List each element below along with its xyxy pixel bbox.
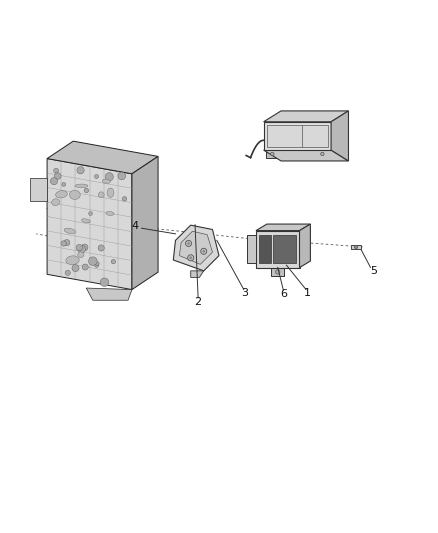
Circle shape [88, 257, 97, 265]
Polygon shape [30, 179, 47, 201]
Polygon shape [86, 288, 132, 300]
Circle shape [72, 264, 79, 272]
Circle shape [76, 245, 82, 251]
Circle shape [187, 242, 190, 245]
Circle shape [82, 264, 88, 270]
Circle shape [50, 177, 58, 185]
Text: 2: 2 [194, 297, 201, 307]
Polygon shape [173, 225, 219, 271]
Circle shape [354, 245, 358, 249]
Polygon shape [316, 150, 329, 158]
Ellipse shape [56, 191, 67, 198]
Circle shape [61, 241, 66, 246]
Polygon shape [264, 111, 349, 122]
Circle shape [95, 262, 99, 265]
Circle shape [65, 270, 70, 276]
Ellipse shape [64, 228, 76, 233]
Circle shape [276, 270, 280, 274]
Circle shape [84, 188, 88, 193]
Polygon shape [47, 158, 132, 289]
Polygon shape [180, 231, 212, 264]
Circle shape [98, 245, 104, 251]
Polygon shape [300, 224, 311, 268]
Circle shape [78, 245, 85, 253]
Ellipse shape [70, 190, 80, 199]
Polygon shape [351, 245, 361, 249]
Ellipse shape [98, 192, 104, 198]
Polygon shape [47, 141, 158, 174]
Circle shape [122, 197, 127, 201]
Circle shape [81, 244, 88, 251]
Ellipse shape [102, 179, 110, 183]
Circle shape [118, 172, 126, 180]
Circle shape [271, 152, 274, 156]
Circle shape [95, 263, 99, 268]
Circle shape [88, 212, 92, 215]
FancyBboxPatch shape [267, 125, 328, 147]
Ellipse shape [81, 219, 90, 223]
Circle shape [189, 256, 192, 259]
Text: 5: 5 [370, 266, 377, 276]
Polygon shape [259, 235, 271, 263]
Circle shape [64, 239, 70, 246]
Ellipse shape [52, 199, 60, 206]
Polygon shape [266, 150, 279, 158]
Circle shape [201, 248, 207, 254]
Circle shape [187, 255, 194, 261]
Ellipse shape [106, 212, 114, 215]
Polygon shape [191, 271, 204, 277]
Circle shape [321, 152, 324, 156]
Circle shape [105, 173, 113, 181]
Circle shape [54, 173, 61, 179]
Ellipse shape [107, 188, 114, 197]
Polygon shape [264, 150, 349, 161]
Circle shape [62, 182, 66, 187]
Circle shape [54, 168, 59, 173]
Text: 3: 3 [242, 288, 249, 298]
Circle shape [111, 260, 116, 264]
Polygon shape [331, 111, 349, 161]
Ellipse shape [66, 256, 79, 264]
Text: 6: 6 [280, 289, 287, 300]
Polygon shape [273, 235, 296, 263]
Circle shape [77, 167, 84, 174]
Circle shape [202, 250, 205, 253]
Text: 1: 1 [304, 288, 311, 298]
Polygon shape [271, 268, 284, 276]
Circle shape [185, 240, 191, 246]
Polygon shape [256, 224, 311, 231]
Circle shape [100, 278, 109, 287]
Polygon shape [247, 235, 256, 263]
Ellipse shape [75, 184, 88, 188]
Polygon shape [264, 122, 331, 150]
Ellipse shape [78, 252, 84, 257]
Polygon shape [256, 231, 300, 268]
Text: 4: 4 [132, 221, 139, 231]
Polygon shape [132, 156, 158, 289]
Circle shape [95, 174, 99, 179]
